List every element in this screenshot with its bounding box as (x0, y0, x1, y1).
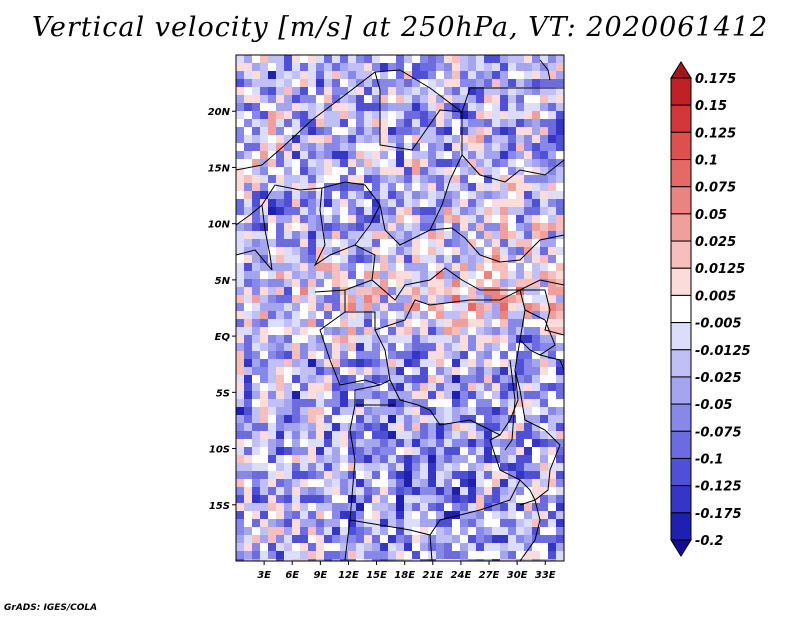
colorbar-label: -0.05 (695, 398, 732, 413)
lon-tick-label: 33E (535, 570, 556, 581)
colorbar-label: -0.0125 (695, 344, 751, 359)
colorbar-label: -0.025 (695, 371, 742, 386)
lat-tick-label: 15S (209, 501, 230, 512)
colorbar-segment (670, 267, 692, 296)
colorbar: 0.175 0.15 0.125 0.1 0.075 0.05 0.025 0.0125 0.0… (670, 61, 751, 557)
lon-tick-label: 30E (507, 570, 528, 581)
colorbar-label: 0.1 (695, 154, 718, 169)
lon-tick-label: 21E (422, 570, 443, 581)
colorbar-top-arrow (670, 61, 692, 79)
colorbar-segment (670, 512, 692, 541)
lat-tick-label: 20N (208, 107, 231, 118)
colorbar-label: -0.125 (695, 480, 742, 495)
lon-tick-label: 24E (451, 570, 472, 581)
colorbar-label: 0.075 (695, 181, 736, 196)
map-axes: 20N 15N 10N 5N EQ 5S 10S 15S 3E 6E 9E 12E 15E 18E 21E 2… (208, 54, 565, 581)
lat-tick-label: EQ (215, 332, 231, 343)
colorbar-segment (670, 294, 692, 324)
lon-tick-label: 18E (394, 570, 415, 581)
colorbar-segment (670, 77, 692, 106)
colorbar-label: -0.2 (695, 534, 723, 549)
colorbar-label: -0.005 (695, 317, 742, 332)
grads-credit: GrADS: IGES/COLA (4, 603, 98, 613)
colorbar-segment (670, 159, 692, 188)
colorbar-segment (670, 485, 692, 514)
colorbar-label: 0.005 (695, 289, 736, 304)
colorbar-segment (670, 403, 692, 432)
lon-tick-label: 15E (366, 570, 387, 581)
lat-tick-label: 15N (208, 163, 231, 174)
lon-tick-label: 6E (285, 570, 299, 581)
colorbar-segment (670, 376, 692, 405)
colorbar-segment (670, 322, 692, 351)
colorbar-segment (670, 104, 692, 133)
lat-tick-label: 5S (216, 388, 230, 399)
lat-tick-label: 10S (209, 445, 230, 456)
colorbar-label: 0.125 (695, 126, 736, 141)
lat-tick-label: 5N (215, 276, 231, 287)
lat-tick-label: 10N (208, 220, 231, 231)
colorbar-segment (670, 186, 692, 215)
colorbar-label: 0.05 (695, 208, 727, 223)
colorbar-label: -0.075 (695, 425, 742, 440)
lon-tick-label: 12E (338, 570, 359, 581)
colorbar-segment (670, 240, 692, 269)
colorbar-label: -0.1 (695, 452, 723, 467)
colorbar-label: 0.15 (695, 99, 727, 114)
colorbar-segment (670, 213, 692, 242)
colorbar-label: 0.175 (695, 72, 736, 87)
colorbar-bottom-arrow (670, 539, 692, 557)
colorbar-label: 0.0125 (695, 262, 745, 277)
colorbar-label: -0.175 (695, 507, 742, 522)
colorbar-segment (670, 349, 692, 378)
colorbar-segment (670, 457, 692, 487)
vertical-velocity-field (236, 55, 564, 561)
lon-tick-label: 9E (313, 570, 327, 581)
lon-tick-label: 27E (479, 570, 500, 581)
map-title: Vertical velocity [m/s] at 250hPa, VT: 2… (31, 12, 769, 43)
lon-tick-label: 3E (257, 570, 271, 581)
colorbar-segment (670, 131, 692, 161)
colorbar-segment (670, 430, 692, 459)
colorbar-label: 0.025 (695, 235, 736, 250)
country-borders (236, 59, 564, 561)
